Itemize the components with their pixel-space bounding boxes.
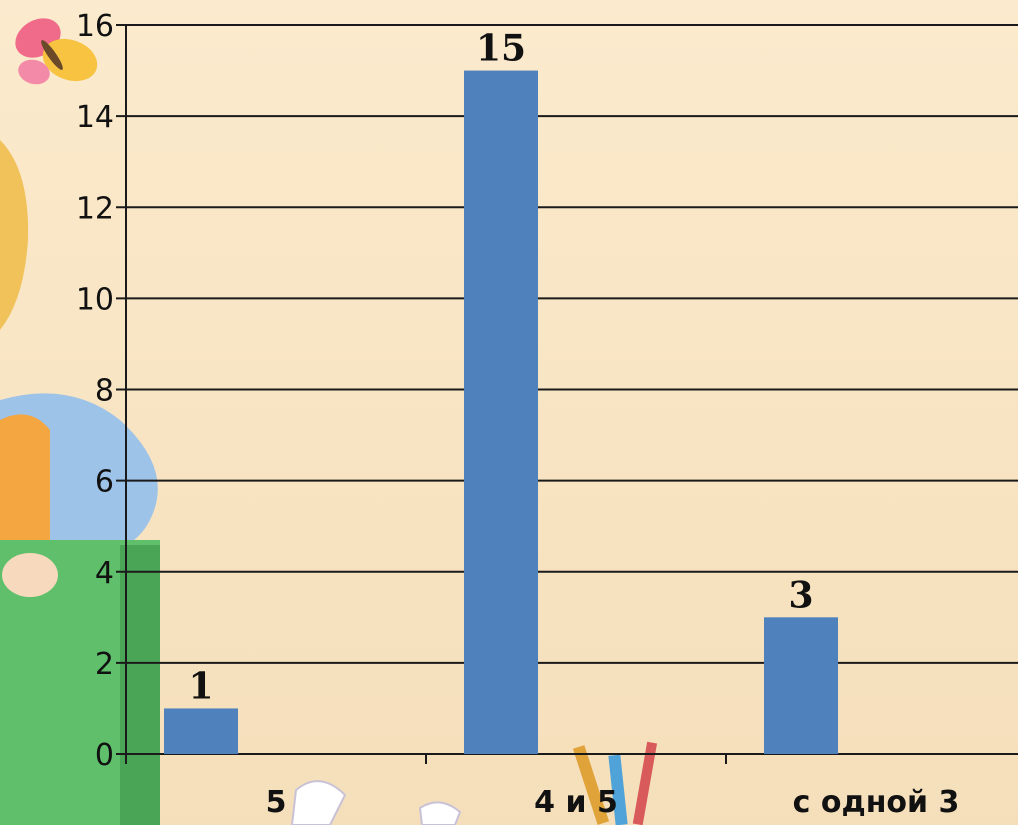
y-tick-label: 0 bbox=[95, 738, 114, 773]
data-label: 3 bbox=[788, 574, 813, 616]
y-tick-label: 12 bbox=[76, 191, 114, 226]
y-tick-label: 14 bbox=[76, 100, 114, 135]
y-tick-label: 16 bbox=[76, 9, 114, 44]
data-label: 1 bbox=[188, 665, 213, 707]
y-tick-label: 8 bbox=[95, 374, 114, 409]
background-decoration bbox=[0, 18, 658, 825]
child-figure-icon bbox=[0, 140, 160, 825]
category-label: 5 bbox=[266, 785, 287, 820]
bars bbox=[164, 70, 838, 754]
category-labels: 5 4 и 5 с одной 3 bbox=[266, 785, 960, 820]
paper-scroll-icon bbox=[290, 780, 462, 825]
y-axis-ticks: 0 2 4 6 8 10 12 14 16 bbox=[76, 9, 126, 773]
gridlines bbox=[126, 24, 1018, 664]
bar bbox=[464, 70, 538, 754]
y-tick-label: 2 bbox=[95, 647, 114, 682]
y-tick-label: 10 bbox=[76, 282, 114, 317]
data-labels: 1 15 3 bbox=[188, 28, 813, 708]
y-tick-label: 6 bbox=[95, 465, 114, 500]
data-label: 15 bbox=[476, 28, 526, 70]
axes bbox=[125, 25, 1018, 764]
bar bbox=[764, 617, 838, 754]
category-label: с одной 3 bbox=[793, 785, 960, 820]
pencils-icon bbox=[572, 741, 658, 825]
y-tick-label: 4 bbox=[95, 556, 114, 591]
bar bbox=[164, 708, 238, 754]
butterfly-icon bbox=[15, 18, 98, 85]
category-label: 4 и 5 bbox=[534, 785, 618, 820]
